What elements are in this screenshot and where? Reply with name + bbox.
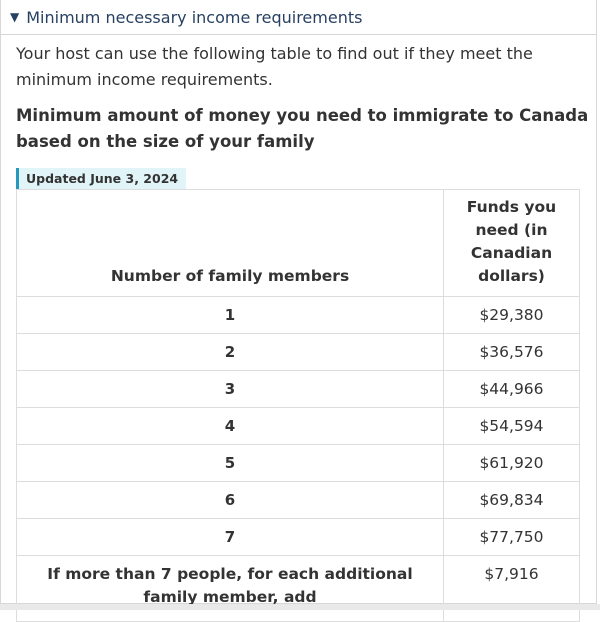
header-family-members: Number of family members bbox=[16, 189, 444, 297]
table-heading: Minimum amount of money you need to immi… bbox=[16, 106, 589, 151]
members-cell: 2 bbox=[16, 333, 444, 371]
table-row-additional: If more than 7 people, for each addition… bbox=[16, 555, 580, 622]
members-cell: 3 bbox=[16, 370, 444, 408]
funds-cell: $77,750 bbox=[443, 518, 580, 556]
income-table: Number of family members Funds you need … bbox=[16, 189, 580, 622]
members-cell: 1 bbox=[16, 296, 444, 334]
details-summary-toggle[interactable]: ▼ Minimum necessary income requirements bbox=[1, 0, 596, 35]
table-row: 5 $61,920 bbox=[16, 444, 580, 482]
funds-cell: $61,920 bbox=[443, 444, 580, 482]
table-header-row: Number of family members Funds you need … bbox=[16, 189, 580, 297]
details-content: Your host can use the following table to… bbox=[1, 41, 596, 622]
table-row: 7 $77,750 bbox=[16, 518, 580, 556]
header-funds-needed: Funds you need (in Canadian dollars) bbox=[443, 189, 580, 297]
funds-cell: $36,576 bbox=[443, 333, 580, 371]
page-bottom-edge bbox=[0, 604, 600, 610]
table-row: 2 $36,576 bbox=[16, 333, 580, 371]
funds-cell: $69,834 bbox=[443, 481, 580, 519]
table-row: 1 $29,380 bbox=[16, 296, 580, 334]
updated-badge: Updated June 3, 2024 bbox=[16, 168, 187, 189]
members-cell: 4 bbox=[16, 407, 444, 445]
table-row: 3 $44,966 bbox=[16, 370, 580, 408]
funds-cell: $54,594 bbox=[443, 407, 580, 445]
funds-cell: $44,966 bbox=[443, 370, 580, 408]
table-row: 6 $69,834 bbox=[16, 481, 580, 519]
table-row: 4 $54,594 bbox=[16, 407, 580, 445]
funds-cell: $29,380 bbox=[443, 296, 580, 334]
members-cell: 5 bbox=[16, 444, 444, 482]
details-summary-label: Minimum necessary income requirements bbox=[26, 7, 363, 27]
funds-cell: $7,916 bbox=[443, 555, 580, 622]
additional-member-cell: If more than 7 people, for each addition… bbox=[16, 555, 444, 622]
intro-text: Your host can use the following table to… bbox=[16, 44, 533, 89]
triangle-down-icon: ▼ bbox=[10, 10, 20, 24]
members-cell: 6 bbox=[16, 481, 444, 519]
members-cell: 7 bbox=[16, 518, 444, 556]
